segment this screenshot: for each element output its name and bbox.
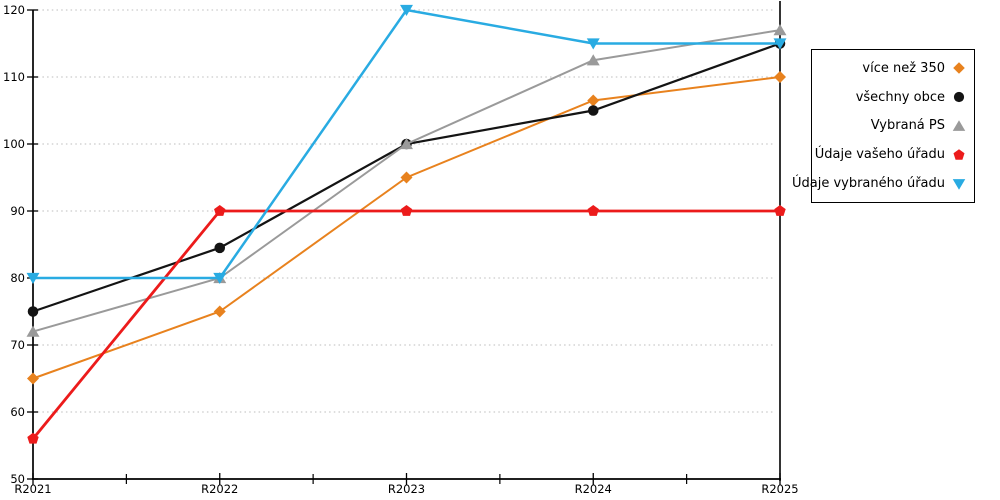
triangle-down-marker xyxy=(586,38,600,50)
y-tick-label: 110 xyxy=(3,70,25,84)
triangle-up-marker xyxy=(26,325,40,337)
triangle-down-marker xyxy=(773,38,787,50)
legend-label: Vybraná PS xyxy=(870,118,945,134)
pentagon-marker xyxy=(214,205,226,216)
x-tick-label: R2024 xyxy=(575,482,612,496)
legend-item-udaje-vybraneho-uradu: Údaje vybraného úřadu xyxy=(792,177,967,191)
y-tick-label: 50 xyxy=(10,472,25,486)
circle-marker xyxy=(214,242,226,254)
triangle-down-marker xyxy=(213,272,227,284)
pentagon-marker xyxy=(774,205,786,216)
triangle-up-marker xyxy=(586,54,600,66)
y-tick-label: 90 xyxy=(10,204,25,218)
x-tick-label: R2023 xyxy=(388,482,425,496)
circle-marker xyxy=(27,306,39,317)
triangle-up-marker xyxy=(952,120,966,131)
y-tick-label: 60 xyxy=(10,405,25,419)
y-tick-label: 80 xyxy=(10,271,25,285)
diamond-marker xyxy=(953,62,965,75)
legend-item-vybrana-ps: Vybraná PS xyxy=(819,119,967,133)
chart-legend: více než 350 všechny obce Vybraná PS Úda… xyxy=(792,49,975,203)
triangle-down-marker xyxy=(952,178,966,190)
pentagon-marker xyxy=(400,205,413,216)
diamond-marker xyxy=(587,94,600,107)
legend-label: všechny obce xyxy=(855,89,945,105)
circle-marker-icon xyxy=(951,90,967,104)
diamond-marker-icon xyxy=(951,61,967,75)
triangle-down-marker-icon xyxy=(951,177,967,191)
diamond-marker xyxy=(213,305,226,318)
triangle-up-marker xyxy=(400,138,413,150)
x-tick-label: R2021 xyxy=(14,482,51,496)
series-line xyxy=(32,76,781,380)
pentagon-marker-icon xyxy=(951,148,967,162)
legend-item-vice-nez-350: více než 350 xyxy=(819,61,967,75)
triangle-down-marker xyxy=(400,4,413,17)
diamond-marker xyxy=(774,71,786,83)
series-line xyxy=(31,209,780,440)
series-udaje-vybraneho-uradu xyxy=(26,4,787,284)
pentagon-marker xyxy=(587,205,599,216)
triangle-up-marker-icon xyxy=(951,119,967,133)
y-tick-label: 100 xyxy=(3,137,25,151)
series-vice-nez-350 xyxy=(27,71,786,385)
diamond-marker xyxy=(27,372,39,385)
legend-label: více než 350 xyxy=(862,60,945,76)
circle-marker xyxy=(587,105,599,116)
legend-label: Údaje vybraného úřadu xyxy=(791,176,945,192)
circle-marker xyxy=(953,92,965,103)
pentagon-marker xyxy=(27,432,39,444)
legend-item-vsechny-obce: všechny obce xyxy=(819,90,967,104)
diamond-marker xyxy=(400,171,413,184)
legend-label: Údaje vašeho úřadu xyxy=(814,147,945,163)
x-tick-label: R2022 xyxy=(201,482,238,496)
triangle-up-marker xyxy=(773,24,787,36)
y-tick-label: 120 xyxy=(3,3,25,17)
triangle-down-marker xyxy=(26,272,40,284)
series-udaje-vaseho-uradu xyxy=(27,205,786,444)
x-tick-label: R2025 xyxy=(761,482,798,496)
y-tick-label: 70 xyxy=(10,338,25,352)
pentagon-marker xyxy=(953,148,965,160)
legend-item-udaje-vaseho-uradu: Údaje vašeho úřadu xyxy=(815,148,967,162)
